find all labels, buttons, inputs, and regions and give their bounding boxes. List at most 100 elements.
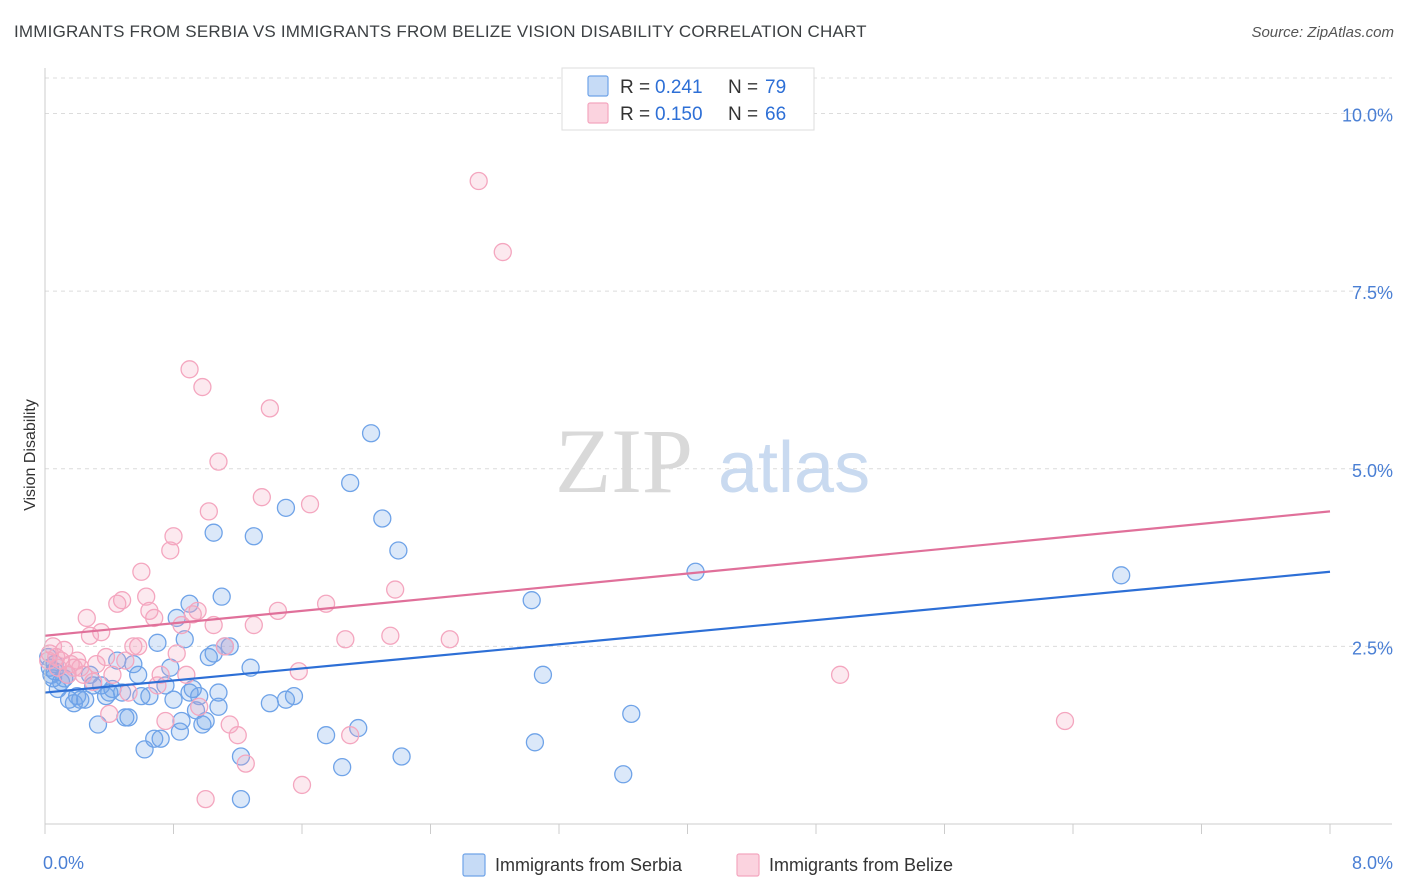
point-belize-28 — [137, 587, 156, 606]
point-belize-47 — [209, 452, 228, 471]
y-tick-label-3: 10.0% — [1342, 106, 1393, 126]
point-serbia-74 — [614, 765, 633, 784]
point-belize-15 — [84, 672, 103, 692]
axes-layer: 2.5% 5.0% 7.5% 10.0% 0.0% 8.0% — [43, 68, 1393, 873]
point-serbia-70 — [392, 747, 411, 766]
point-serbia-16 — [88, 715, 108, 734]
point-belize-17 — [92, 623, 111, 642]
y-axis-title: Vision Disability — [22, 399, 39, 511]
bottom-legend: Immigrants from Serbia Immigrants from B… — [462, 853, 953, 877]
legend-swatch-serbia — [587, 75, 609, 97]
point-serbia-26 — [129, 665, 148, 684]
point-belize-39 — [180, 360, 199, 379]
point-belize-26 — [129, 637, 148, 656]
point-belize-23 — [116, 651, 135, 670]
point-belize-18 — [96, 647, 116, 667]
point-serbia-59 — [260, 694, 280, 713]
point-belize-27 — [132, 562, 151, 581]
x-tick-label-min: 0.0% — [43, 853, 84, 873]
point-serbia-49 — [204, 523, 223, 542]
legend-r-value-serbia: 0.241 — [655, 77, 703, 98]
point-serbia-51 — [209, 683, 228, 702]
point-belize-42 — [190, 697, 209, 716]
point-serbia-62 — [284, 686, 304, 706]
watermark-atlas: atlas — [718, 428, 870, 508]
legend-r-value-belize: 0.150 — [655, 104, 703, 125]
legend-n-value-serbia: 79 — [765, 77, 786, 98]
point-belize-25 — [124, 637, 143, 656]
point-belize-63 — [386, 580, 405, 599]
point-belize-43 — [193, 377, 212, 397]
watermark-zip: ZIP — [555, 410, 693, 512]
point-belize-61 — [341, 726, 360, 745]
point-belize-19 — [100, 704, 119, 724]
point-belize-51 — [236, 754, 255, 773]
point-belize-12 — [74, 665, 93, 684]
point-belize-16 — [87, 654, 106, 674]
point-belize-32 — [151, 665, 170, 684]
chart-title: IMMIGRANTS FROM SERBIA VS IMMIGRANTS FRO… — [14, 22, 867, 41]
stats-legend: R = 0.241 N = 79 R = 0.150 N = 66 — [561, 67, 815, 131]
point-serbia-12 — [71, 690, 90, 709]
legend-swatch-belize — [587, 102, 609, 124]
point-belize-33 — [156, 711, 175, 731]
point-belize-13 — [77, 608, 96, 628]
point-belize-68 — [1055, 711, 1075, 731]
point-serbia-68 — [373, 509, 392, 528]
point-belize-67 — [830, 665, 850, 684]
point-serbia-69 — [389, 541, 408, 560]
point-serbia-22 — [112, 683, 132, 702]
point-belize-57 — [292, 775, 312, 795]
point-serbia-67 — [361, 424, 381, 443]
bottom-legend-swatch-serbia — [462, 853, 486, 877]
trend-line-serbia — [44, 570, 1331, 694]
point-serbia-65 — [341, 473, 360, 493]
y-tick-label-0: 2.5% — [1352, 638, 1393, 658]
point-serbia-39 — [175, 630, 194, 649]
point-serbia-63 — [316, 726, 336, 745]
bottom-legend-swatch-belize — [736, 853, 760, 877]
point-belize-30 — [145, 608, 164, 628]
bottom-legend-label-serbia: Immigrants from Serbia — [495, 855, 683, 875]
point-belize-34 — [161, 541, 180, 560]
point-serbia-73 — [533, 665, 553, 684]
legend-r-label-serbia: R = — [620, 77, 650, 98]
point-belize-20 — [103, 665, 122, 684]
point-belize-52 — [244, 615, 263, 635]
y-tick-label-2: 7.5% — [1352, 283, 1393, 303]
point-serbia-56 — [231, 789, 251, 809]
point-serbia-31 — [148, 633, 167, 652]
point-serbia-61 — [276, 498, 296, 517]
point-belize-44 — [196, 789, 215, 809]
legend-n-label-belize: N = — [728, 104, 758, 125]
point-belize-60 — [336, 630, 355, 649]
point-belize-36 — [167, 644, 186, 663]
point-serbia-75 — [622, 704, 641, 724]
point-serbia-38 — [172, 711, 191, 731]
legend-n-label-serbia: N = — [728, 77, 758, 98]
point-belize-55 — [268, 601, 288, 621]
point-belize-45 — [199, 502, 218, 521]
point-serbia-48 — [204, 644, 223, 663]
point-belize-62 — [381, 626, 400, 645]
point-serbia-35 — [164, 690, 183, 709]
point-belize-37 — [172, 615, 191, 635]
legend-r-label-belize: R = — [620, 104, 650, 125]
point-belize-54 — [260, 399, 280, 418]
point-serbia-58 — [244, 527, 263, 546]
point-belize-56 — [289, 662, 308, 681]
point-belize-48 — [215, 637, 235, 656]
x-tick-label-max: 8.0% — [1352, 853, 1393, 873]
point-serbia-30 — [145, 729, 164, 748]
point-serbia-72 — [525, 733, 545, 752]
point-serbia-77 — [1112, 566, 1131, 585]
point-belize-58 — [300, 495, 320, 514]
point-serbia-71 — [522, 591, 541, 610]
point-serbia-50 — [209, 697, 228, 716]
point-serbia-24 — [119, 708, 138, 727]
trend-layer — [44, 510, 1331, 694]
point-serbia-13 — [76, 690, 95, 709]
point-serbia-54 — [220, 637, 239, 656]
point-belize-22 — [112, 591, 132, 610]
y-tick-label-1: 5.0% — [1352, 461, 1393, 481]
